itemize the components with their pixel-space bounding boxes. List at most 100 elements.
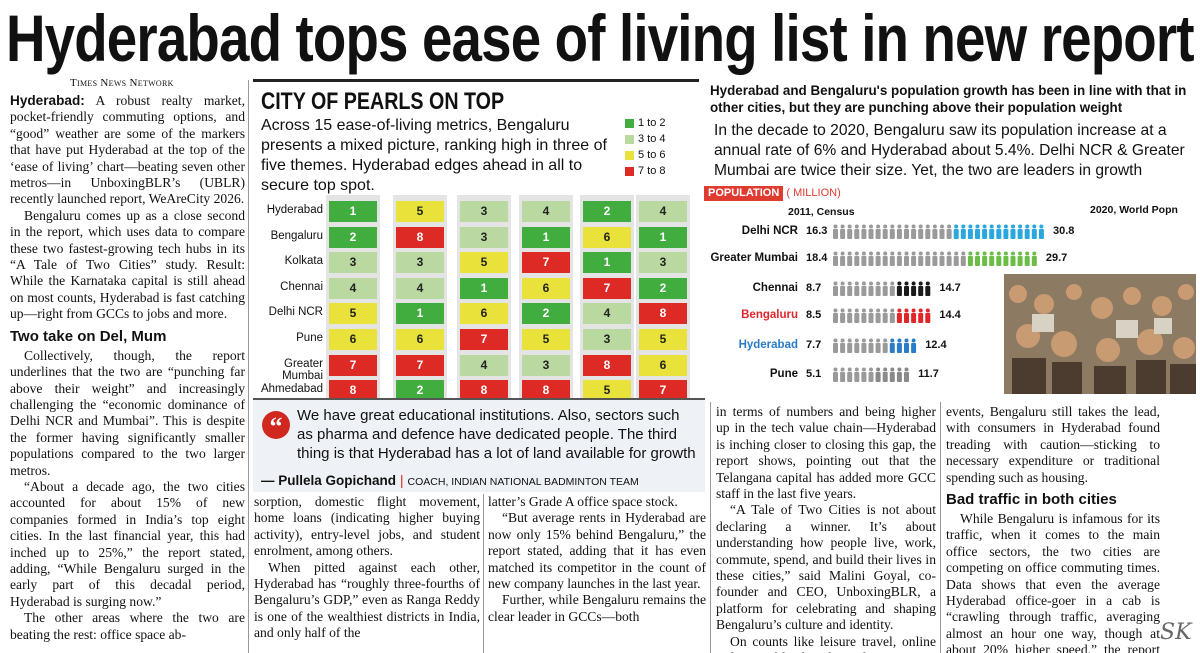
legend-item: 1 to 2 [625,115,666,131]
city-label: Delhi NCR [741,225,798,237]
person-icon [868,308,874,323]
rank-cell: 1 [396,303,444,325]
rank-cell: 2 [583,201,631,222]
person-icon [911,338,917,353]
person-icon [1003,251,1009,266]
person-icon [847,308,853,323]
subhead: Bad traffic in both cities [946,491,1117,509]
legend-label: 1 to 2 [638,117,666,129]
rank-cell: 8 [396,226,444,248]
rank-cell: 4 [460,354,508,376]
paragraph-text: The other areas where the two are beatin… [10,610,245,642]
population-icons [833,281,931,296]
person-icon [904,224,909,239]
column-rule [710,402,711,653]
person-icon [868,224,874,239]
paragraph: While Bengaluru is infamous for its traf… [946,511,1160,653]
rank-cell: 3 [329,252,377,274]
infographic: CITY OF PEARLS ON TOP Across 15 ease-of-… [253,79,699,402]
rank-cell: 6 [460,303,508,325]
row-label: Ahmedabad [260,383,323,396]
paragraph: “But average rents in Hyderabad are now … [488,510,706,592]
row-label: Greater Mumbai [282,357,323,382]
person-icon [925,308,931,323]
value-2020: 29.7 [1045,252,1068,264]
rank-cell: 8 [639,303,687,325]
column-rule [248,80,249,653]
paragraph-text: “A Tale of Two Cities is not about decla… [716,502,936,633]
person-icon [911,251,917,266]
rank-cell: 1 [583,252,631,274]
value-2011: 16.3 [806,225,828,237]
rank-cell: 6 [396,329,444,350]
legend-item: 5 to 6 [625,147,666,163]
population-icons [833,338,917,353]
legend-label: 7 to 8 [638,165,666,177]
person-icon [854,224,860,239]
person-icon [1003,224,1009,239]
person-icon [854,338,860,353]
infographic-title: CITY OF PEARLS ON TOP [261,88,505,115]
value-2020: 14.7 [939,282,961,294]
person-icon [1010,251,1016,266]
legend-swatch [625,150,634,160]
population-icons [833,367,909,382]
rank-cell: 7 [522,252,570,274]
rank-cell: 5 [396,201,444,222]
rank-cell: 4 [522,201,570,222]
person-icon [882,308,888,323]
legend-item: 3 to 4 [625,131,666,147]
infographic-intro: Across 15 ease-of-living metrics, Bengal… [261,117,607,194]
legend-swatch [625,166,634,176]
rank-cell: 5 [329,303,377,325]
person-icon [1038,224,1044,239]
person-icon [840,367,846,382]
person-icon [904,367,909,382]
divider: | [400,473,404,488]
person-icon [896,224,902,239]
person-icon [875,224,881,239]
rank-cell: 8 [460,380,508,402]
person-icon [889,251,895,266]
row-label: Pune [296,332,323,344]
value-2020: 11.7 [918,368,939,380]
person-icon [911,224,917,239]
person-icon [882,367,888,382]
person-icon [875,251,881,266]
rank-cell: 8 [583,354,631,376]
city-label: Hyderabad [738,339,798,351]
text-column: latter’s Grade A office space stock. “But… [488,494,706,653]
rank-cell: 5 [583,380,631,402]
person-icon [918,251,924,266]
rank-cell: 4 [583,303,631,325]
value-2011: 18.4 [806,252,828,264]
rank-cell: 1 [522,226,570,248]
person-icon [904,281,909,296]
row-label: Hyderabad [266,204,323,216]
person-icon [833,338,838,353]
person-icon [840,224,846,239]
subhead: Two take on Del, Mum [10,327,167,345]
person-icon [939,251,945,266]
paragraph: Hyderabad: A robust realty market, pocke… [10,93,245,208]
person-icon [847,224,853,239]
text-column: sorption, domestic flight movement, home… [254,494,480,653]
population-icons [833,251,1037,266]
person-icon [975,251,980,266]
person-icon [861,224,867,239]
rank-cell: 5 [460,252,508,274]
paragraph: events, Bengaluru still takes the lead, … [946,404,1160,486]
person-icon [896,308,902,323]
label: POPULATION [704,186,784,201]
text-column: Hyderabad: A robust realty market, pocke… [10,93,245,653]
person-icon [932,251,938,266]
paragraph-text: A robust realty market, pocket-friendly … [10,93,245,207]
rank-cell: 3 [583,329,631,350]
person-icon [875,338,881,353]
person-icon [918,224,924,239]
rank-cell: 4 [639,201,687,222]
paragraph-text: in terms of numbers and being higher up … [716,404,936,502]
column-label: 2011, Census [788,206,855,218]
person-icon [868,367,874,382]
